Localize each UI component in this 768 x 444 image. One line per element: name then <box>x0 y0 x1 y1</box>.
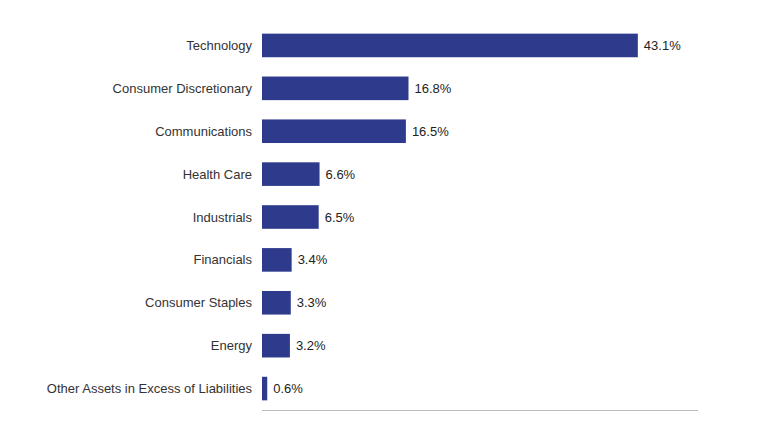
x-axis-line <box>262 410 698 411</box>
category-label: Other Assets in Excess of Liabilities <box>47 381 253 396</box>
bar <box>262 248 292 272</box>
category-label: Industrials <box>193 210 253 225</box>
data-label: 0.6% <box>273 381 303 396</box>
labels: 43.1% Technology 16.8% Consumer Discretiona… <box>47 38 681 396</box>
data-label: 3.4% <box>298 252 328 267</box>
category-label: Energy <box>211 338 253 353</box>
bar <box>262 291 291 315</box>
category-label: Communications <box>155 124 252 139</box>
chart-container: 43.1% Technology 16.8% Consumer Discretiona… <box>0 0 768 444</box>
data-label: 3.3% <box>297 295 327 310</box>
bar <box>262 377 267 401</box>
category-label: Consumer Discretionary <box>113 81 253 96</box>
bar <box>262 34 638 58</box>
category-label: Health Care <box>183 167 252 182</box>
bar <box>262 334 290 358</box>
bar <box>262 77 408 101</box>
data-label: 6.5% <box>325 210 355 225</box>
category-label: Financials <box>193 252 252 267</box>
data-label: 6.6% <box>326 167 356 182</box>
bar <box>262 205 319 229</box>
bar <box>262 162 320 186</box>
bar <box>262 119 406 143</box>
data-label: 43.1% <box>644 38 681 53</box>
category-label: Consumer Staples <box>145 295 252 310</box>
data-label: 3.2% <box>296 338 326 353</box>
data-label: 16.5% <box>412 124 449 139</box>
bars <box>262 34 638 401</box>
category-label: Technology <box>186 38 252 53</box>
chart-svg: 43.1% Technology 16.8% Consumer Discretiona… <box>0 0 768 444</box>
data-label: 16.8% <box>414 81 451 96</box>
